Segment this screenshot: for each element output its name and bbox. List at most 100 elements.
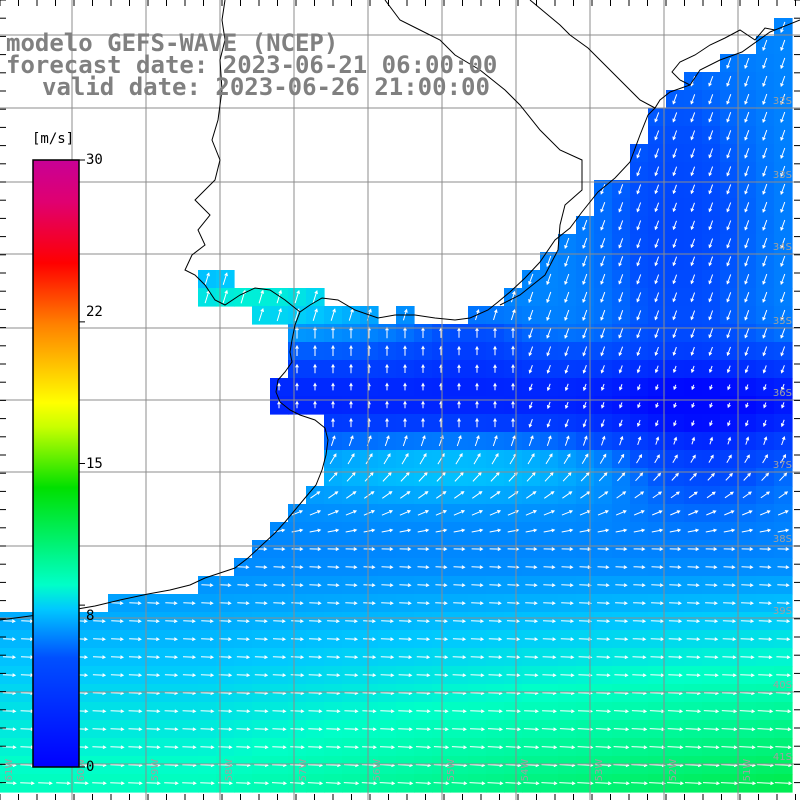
wind-arrow	[201, 601, 214, 606]
wind-arrow	[452, 727, 467, 732]
wind-arrow	[491, 452, 499, 465]
wind-arrow	[417, 565, 430, 570]
wind-arrow	[654, 202, 660, 213]
wind-arrow	[726, 256, 732, 267]
wind-arrow	[380, 655, 395, 660]
wind-arrow	[561, 601, 574, 606]
wind-arrow	[129, 601, 142, 606]
wind-arrow	[307, 781, 324, 786]
wind-arrow	[328, 471, 338, 482]
wind-arrow	[362, 727, 377, 732]
wind-arrow	[741, 565, 754, 570]
wind-arrow	[349, 363, 353, 374]
wind-arrow	[655, 402, 659, 409]
wind-arrow	[272, 673, 287, 678]
wind-arrow	[780, 129, 786, 141]
wind-arrow	[667, 709, 684, 714]
wind-arrow	[381, 583, 394, 588]
wind-arrow	[398, 637, 413, 642]
wind-arrow	[218, 745, 233, 750]
wind-arrow	[654, 256, 660, 267]
wind-arrow	[763, 436, 768, 445]
wind-arrow	[469, 727, 486, 732]
wind-arrow	[546, 383, 551, 392]
river-parana	[184, 0, 301, 313]
wind-arrow	[618, 328, 624, 339]
wind-arrow	[686, 655, 701, 660]
wind-arrow	[475, 382, 479, 391]
wind-arrow	[669, 547, 682, 551]
wind-arrow	[745, 402, 749, 409]
wind-arrow	[457, 417, 461, 428]
wind-arrow	[254, 727, 269, 732]
wind-arrow	[452, 673, 467, 678]
wind-arrow	[403, 400, 407, 409]
wind-arrow	[490, 471, 500, 482]
wind-arrow	[637, 436, 642, 446]
wind-arrow	[777, 528, 790, 533]
wind-arrow	[272, 727, 287, 732]
wind-arrow	[457, 400, 461, 409]
wind-arrow	[344, 673, 359, 678]
colorbar-tick-label: 8	[86, 608, 95, 624]
coastline	[0, 0, 800, 621]
wind-arrow	[582, 419, 587, 428]
wind-arrow	[726, 94, 732, 105]
wind-arrow	[418, 471, 428, 482]
wind-arrow	[457, 345, 461, 356]
wind-arrow	[652, 510, 663, 516]
wind-arrow	[596, 673, 611, 678]
wind-arrow	[418, 491, 429, 499]
wind-arrow	[469, 781, 486, 786]
wind-arrow	[742, 491, 752, 499]
wind-arrow	[528, 435, 534, 447]
wind-arrow	[777, 565, 790, 570]
wind-arrow	[164, 781, 179, 786]
wind-arrow	[583, 401, 587, 409]
wind-arrow	[327, 565, 340, 570]
wind-arrow	[399, 619, 412, 624]
wind-arrow	[295, 400, 299, 409]
wind-arrow	[780, 165, 786, 177]
wind-arrow	[433, 745, 450, 750]
wind-arrow	[582, 273, 588, 285]
wind-arrow	[690, 112, 696, 123]
wind-arrow	[511, 382, 515, 391]
wind-arrow	[546, 401, 551, 410]
wind-arrow	[672, 94, 678, 105]
wind-arrow	[309, 583, 322, 588]
wind-arrow	[582, 219, 588, 231]
latitude-label: 34S	[773, 242, 792, 253]
wind-arrow	[472, 491, 483, 499]
title-forecast-date: forecast date: 2023-06-21 06:00:00	[6, 51, 498, 79]
wind-arrow	[146, 655, 161, 660]
latitude-label: 41S	[773, 752, 792, 763]
wind-arrow	[781, 383, 785, 391]
wind-arrow	[673, 384, 677, 391]
wind-arrow	[507, 583, 520, 588]
wind-arrow	[457, 364, 461, 373]
wind-arrow	[470, 619, 485, 624]
wind-arrow	[398, 673, 413, 678]
wind-arrow	[634, 491, 645, 499]
wind-arrow	[471, 547, 484, 551]
wind-arrow	[654, 274, 660, 285]
wind-arrow	[726, 112, 732, 123]
wind-arrow	[690, 365, 695, 374]
wind-arrow	[488, 637, 503, 642]
wind-arrow	[564, 364, 569, 374]
wind-arrow	[650, 619, 665, 624]
wind-arrow	[780, 93, 786, 105]
wind-arrow	[722, 673, 737, 678]
wind-arrow	[129, 619, 142, 624]
wind-arrow	[739, 709, 756, 714]
wind-arrow	[528, 419, 533, 428]
wind-arrow	[582, 346, 588, 357]
wind-arrow	[416, 673, 431, 678]
wind-arrow	[470, 655, 485, 660]
wind-arrow	[237, 601, 250, 606]
wind-arrow	[690, 202, 695, 213]
wind-arrow	[780, 346, 786, 357]
wind-arrow	[778, 491, 789, 499]
